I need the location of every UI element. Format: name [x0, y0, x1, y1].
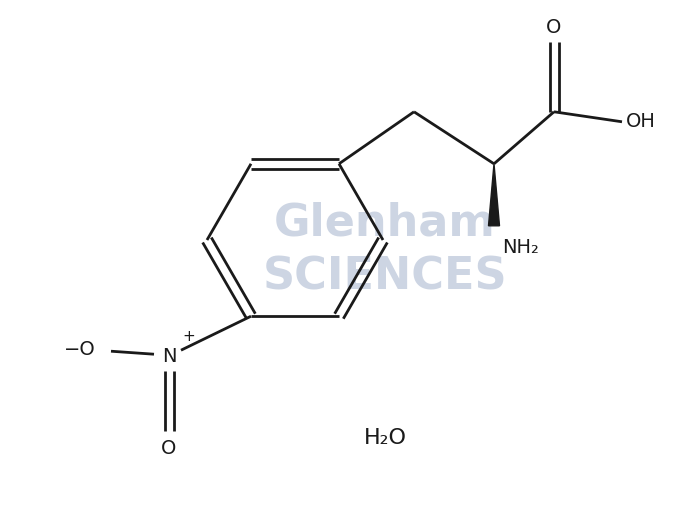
- Text: H₂O: H₂O: [363, 428, 406, 448]
- Text: Glenham
SCIENCES: Glenham SCIENCES: [262, 202, 507, 298]
- Polygon shape: [489, 164, 500, 226]
- Text: O: O: [546, 18, 562, 37]
- Text: OH: OH: [626, 112, 656, 131]
- Text: −O: −O: [64, 340, 96, 359]
- Text: NH₂: NH₂: [502, 238, 539, 257]
- Text: N: N: [161, 347, 176, 366]
- Text: O: O: [161, 439, 177, 458]
- Text: +: +: [182, 329, 196, 344]
